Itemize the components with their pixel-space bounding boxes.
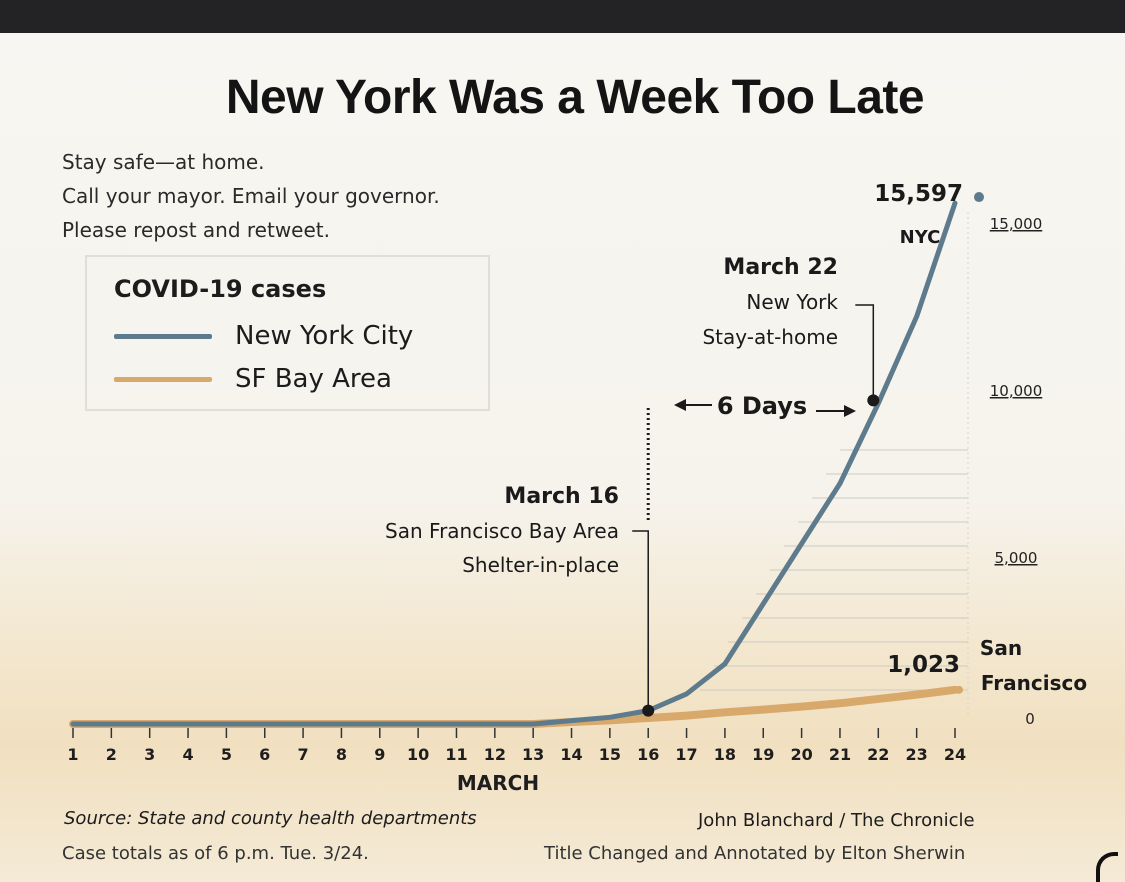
annotation-credit: Title Changed and Annotated by Elton She…: [544, 843, 966, 864]
intro-text: Stay safe—at home. Call your mayor. Emai…: [62, 145, 440, 247]
end-point-sf: [955, 685, 963, 694]
annotation-text-march16: Shelter-in-place: [462, 553, 619, 577]
x-tick-label: 13: [522, 745, 544, 764]
x-tick-label: 12: [484, 745, 506, 764]
credit-note: John Blanchard / The Chronicle: [698, 810, 975, 831]
legend-label-sf: SF Bay Area: [235, 364, 392, 394]
x-tick-label: 22: [867, 745, 889, 764]
x-tick-label: 14: [560, 745, 582, 764]
end-label-sf-value: 1,023: [887, 652, 960, 678]
x-tick-label: 24: [944, 745, 966, 764]
x-tick-label: 7: [298, 745, 309, 764]
annotation-text-march16: March 16: [504, 484, 619, 509]
x-tick-label: 2: [106, 745, 117, 764]
corner-glyph: [1096, 852, 1118, 882]
end-label-nyc-value: 15,597: [874, 181, 963, 207]
x-tick-label: 15: [599, 745, 621, 764]
y-tick-label: 15,000: [990, 215, 1043, 233]
x-tick-label: 21: [829, 745, 851, 764]
annotation-leader-march16: [632, 530, 649, 711]
end-label-sf-tag: San: [980, 636, 1022, 660]
end-label-nyc-tag: NYC: [900, 227, 941, 248]
x-tick-label: 4: [182, 745, 193, 764]
annotation-text-march22: March 22: [723, 255, 838, 280]
source-note: Source: State and county health departme…: [64, 808, 477, 829]
annotation-text-march16: San Francisco Bay Area: [385, 519, 619, 543]
annotation-text-march22: Stay-at-home: [702, 325, 838, 349]
x-tick-label: 5: [221, 745, 232, 764]
y-tick-label: 0: [1025, 710, 1035, 728]
x-axis-label: MARCH: [457, 771, 539, 795]
legend-label-nyc: New York City: [235, 321, 414, 351]
x-tick-label: 11: [445, 745, 467, 764]
end-point-nyc: [974, 192, 984, 203]
span-label: 6 Days: [717, 392, 807, 420]
legend: COVID-19 cases New York City SF Bay Area: [85, 255, 490, 411]
clipping-background: [0, 33, 1125, 882]
x-tick-label: 6: [259, 745, 270, 764]
intro-line: Call your mayor. Email your governor.: [62, 184, 440, 208]
span-arrowhead-right: [844, 405, 856, 417]
intro-line: Stay safe—at home.: [62, 150, 265, 174]
legend-title: COVID-19 cases: [114, 275, 327, 303]
x-tick-label: 17: [675, 745, 697, 764]
x-tick-label: 23: [906, 745, 928, 764]
top-bar: [0, 0, 1125, 33]
series-line-nyc: [70, 200, 958, 727]
chart-title: New York Was a Week Too Late: [225, 71, 925, 124]
x-tick-label: 1: [67, 745, 78, 764]
annotation-leader-march22: [855, 304, 875, 401]
x-tick-label: 18: [714, 745, 736, 764]
x-tick-label: 20: [790, 745, 812, 764]
x-tick-label: 8: [336, 745, 347, 764]
y-tick-label: 5,000: [995, 549, 1038, 567]
annotation-text-march22: New York: [746, 290, 838, 314]
x-tick-label: 3: [144, 745, 155, 764]
legend-swatch-nyc: [114, 334, 212, 339]
x-tick-label: 10: [407, 745, 429, 764]
x-tick-label: 16: [637, 745, 659, 764]
span-arrowhead-left: [674, 399, 686, 411]
series-line-sf: [69, 685, 959, 728]
intro-line: Please repost and retweet.: [62, 218, 330, 242]
x-tick-label: 9: [374, 745, 385, 764]
case-totals-note: Case totals as of 6 p.m. Tue. 3/24.: [62, 843, 369, 864]
end-label-sf-tag: Francisco: [981, 671, 1087, 695]
y-tick-label: 10,000: [990, 382, 1043, 400]
x-tick-label: 19: [752, 745, 774, 764]
legend-swatch-sf: [114, 377, 212, 382]
